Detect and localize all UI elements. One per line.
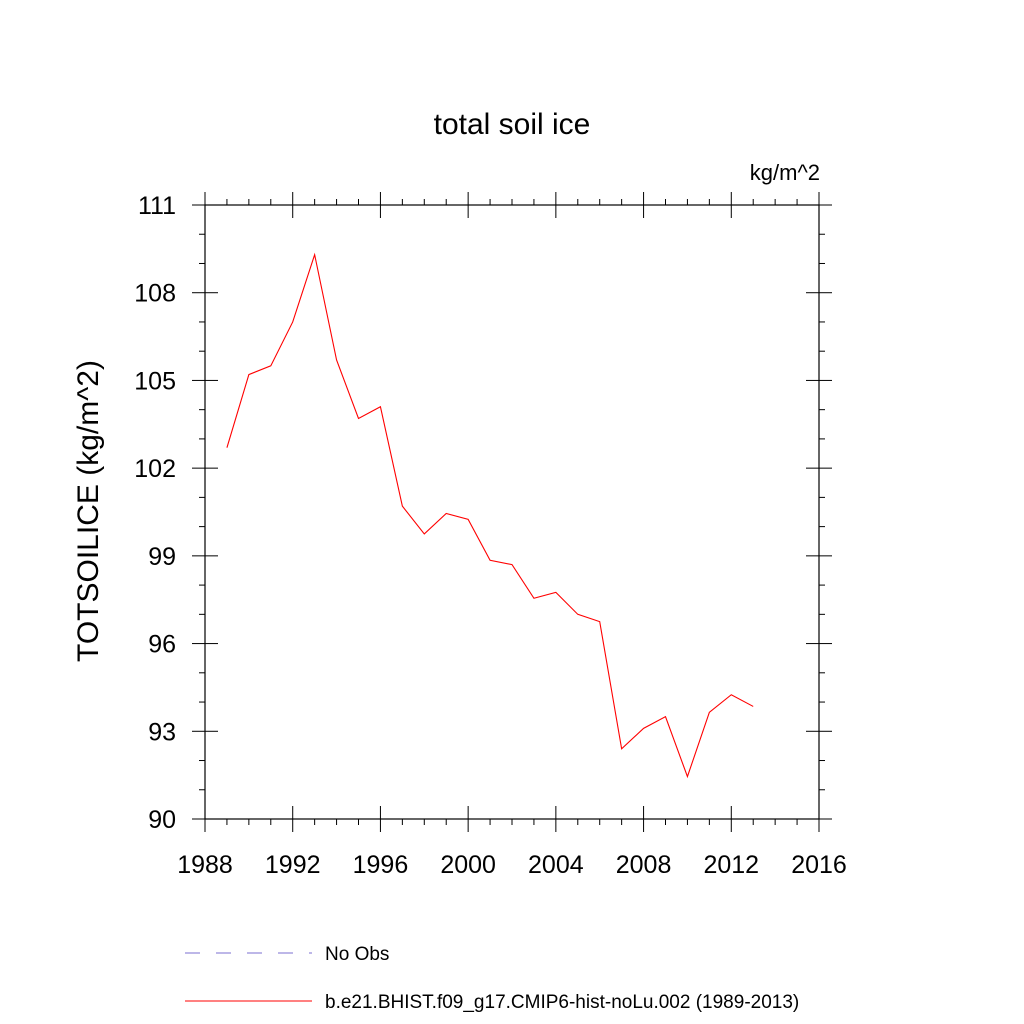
y-tick-label: 90 — [148, 806, 176, 834]
legend-label-model-run: b.e21.BHIST.f09_g17.CMIP6-hist-noLu.002 … — [325, 992, 799, 1013]
plot-frame — [204, 204, 820, 820]
x-tick-label: 2000 — [440, 851, 496, 879]
x-tick-label: 1988 — [177, 851, 233, 879]
legend-item-model-run: b.e21.BHIST.f09_g17.CMIP6-hist-noLu.002 … — [185, 992, 799, 1013]
series-line — [226, 252, 754, 779]
y-tick-label: 96 — [148, 631, 176, 659]
y-tick-label: 108 — [134, 280, 176, 308]
tick-labels: 1988 1992 1996 2000 2004 2008 2012 2016 90 93 96 99… — [134, 192, 847, 879]
axis-ticks — [192, 192, 832, 832]
y-tick-label: 102 — [134, 455, 176, 483]
y-tick-label: 105 — [134, 367, 176, 395]
x-tick-label: 2016 — [791, 851, 847, 879]
legend-item-no-obs: No Obs — [185, 944, 389, 965]
x-tick-label: 1996 — [353, 851, 409, 879]
y-tick-label: 111 — [138, 192, 176, 220]
units-label: kg/m^2 — [750, 160, 820, 185]
legend-label-no-obs: No Obs — [325, 944, 389, 965]
y-tick-label: 93 — [148, 718, 176, 746]
y-axis-label: TOTSOILICE (kg/m^2) — [72, 360, 105, 662]
x-tick-label: 1992 — [265, 851, 321, 879]
legend: No Obs b.e21.BHIST.f09_g17.CMIP6-hist-no… — [185, 944, 799, 1013]
x-tick-label: 2012 — [703, 851, 759, 879]
y-tick-label: 99 — [148, 543, 176, 571]
x-tick-label: 2008 — [616, 851, 672, 879]
x-tick-label: 2004 — [528, 851, 584, 879]
chart-title: total soil ice — [434, 108, 591, 141]
series-layer — [226, 252, 754, 779]
